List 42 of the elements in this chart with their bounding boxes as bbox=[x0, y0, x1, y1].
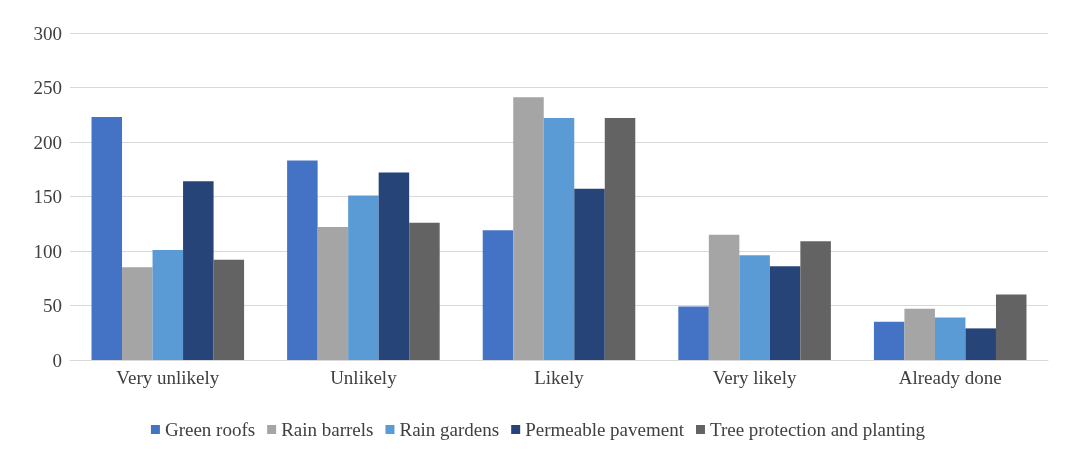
bar bbox=[934, 317, 966, 360]
y-tick-label: 300 bbox=[33, 22, 62, 44]
legend-label: Tree protection and planting bbox=[709, 419, 926, 440]
x-tick-label: Very unlikely bbox=[116, 367, 220, 388]
bar bbox=[739, 255, 770, 360]
y-tick-label: 250 bbox=[33, 77, 62, 98]
legend-label: Rain barrels bbox=[281, 419, 374, 440]
bar bbox=[91, 116, 123, 360]
y-tick-label: 150 bbox=[33, 186, 62, 207]
bar bbox=[574, 188, 605, 360]
y-tick-label: 50 bbox=[43, 295, 62, 316]
x-tick-label: Likely bbox=[534, 367, 585, 388]
legend-label: Rain gardens bbox=[399, 419, 500, 440]
bar bbox=[678, 306, 709, 360]
bar bbox=[348, 195, 379, 360]
bar bbox=[378, 172, 410, 360]
y-tick-label: 200 bbox=[33, 131, 62, 153]
x-tick-label: Already done bbox=[898, 367, 1002, 388]
legend-label: Green roofs bbox=[164, 419, 256, 440]
bar bbox=[287, 160, 318, 360]
bar bbox=[183, 181, 214, 360]
legend-label: Permeable pavement bbox=[525, 419, 685, 440]
bar bbox=[213, 259, 245, 360]
bar bbox=[604, 118, 636, 360]
bar bbox=[904, 308, 935, 360]
bar bbox=[409, 222, 440, 360]
bar bbox=[317, 227, 349, 360]
y-tick-label: 100 bbox=[33, 240, 62, 262]
bar bbox=[800, 241, 831, 360]
bar bbox=[995, 294, 1027, 360]
bar bbox=[513, 97, 544, 360]
bar bbox=[873, 321, 905, 360]
y-tick-label: 0 bbox=[52, 349, 62, 371]
x-tick-label: Unlikely bbox=[330, 367, 398, 388]
x-tick-label: Very likely bbox=[712, 367, 798, 388]
bar bbox=[708, 234, 740, 360]
bar bbox=[482, 230, 514, 360]
bar bbox=[152, 249, 184, 360]
bar bbox=[543, 118, 575, 360]
bar bbox=[965, 328, 996, 360]
bar bbox=[122, 267, 153, 360]
bar bbox=[769, 266, 801, 360]
